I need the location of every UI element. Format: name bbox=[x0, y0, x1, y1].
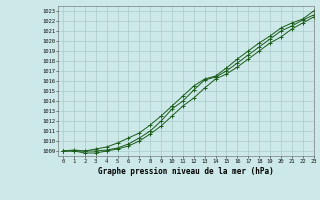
X-axis label: Graphe pression niveau de la mer (hPa): Graphe pression niveau de la mer (hPa) bbox=[98, 167, 274, 176]
